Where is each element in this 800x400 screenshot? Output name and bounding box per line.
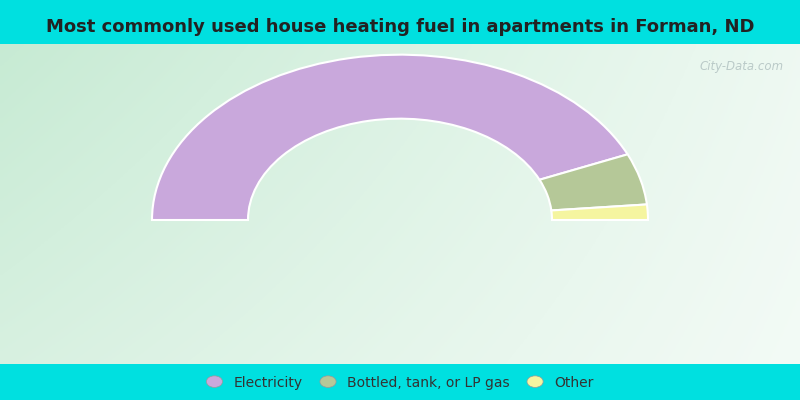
Text: City-Data.com: City-Data.com <box>700 60 784 73</box>
Wedge shape <box>539 154 647 210</box>
Text: Most commonly used house heating fuel in apartments in Forman, ND: Most commonly used house heating fuel in… <box>46 18 754 36</box>
Wedge shape <box>551 204 648 220</box>
Legend: Electricity, Bottled, tank, or LP gas, Other: Electricity, Bottled, tank, or LP gas, O… <box>201 370 599 396</box>
Wedge shape <box>152 55 628 220</box>
